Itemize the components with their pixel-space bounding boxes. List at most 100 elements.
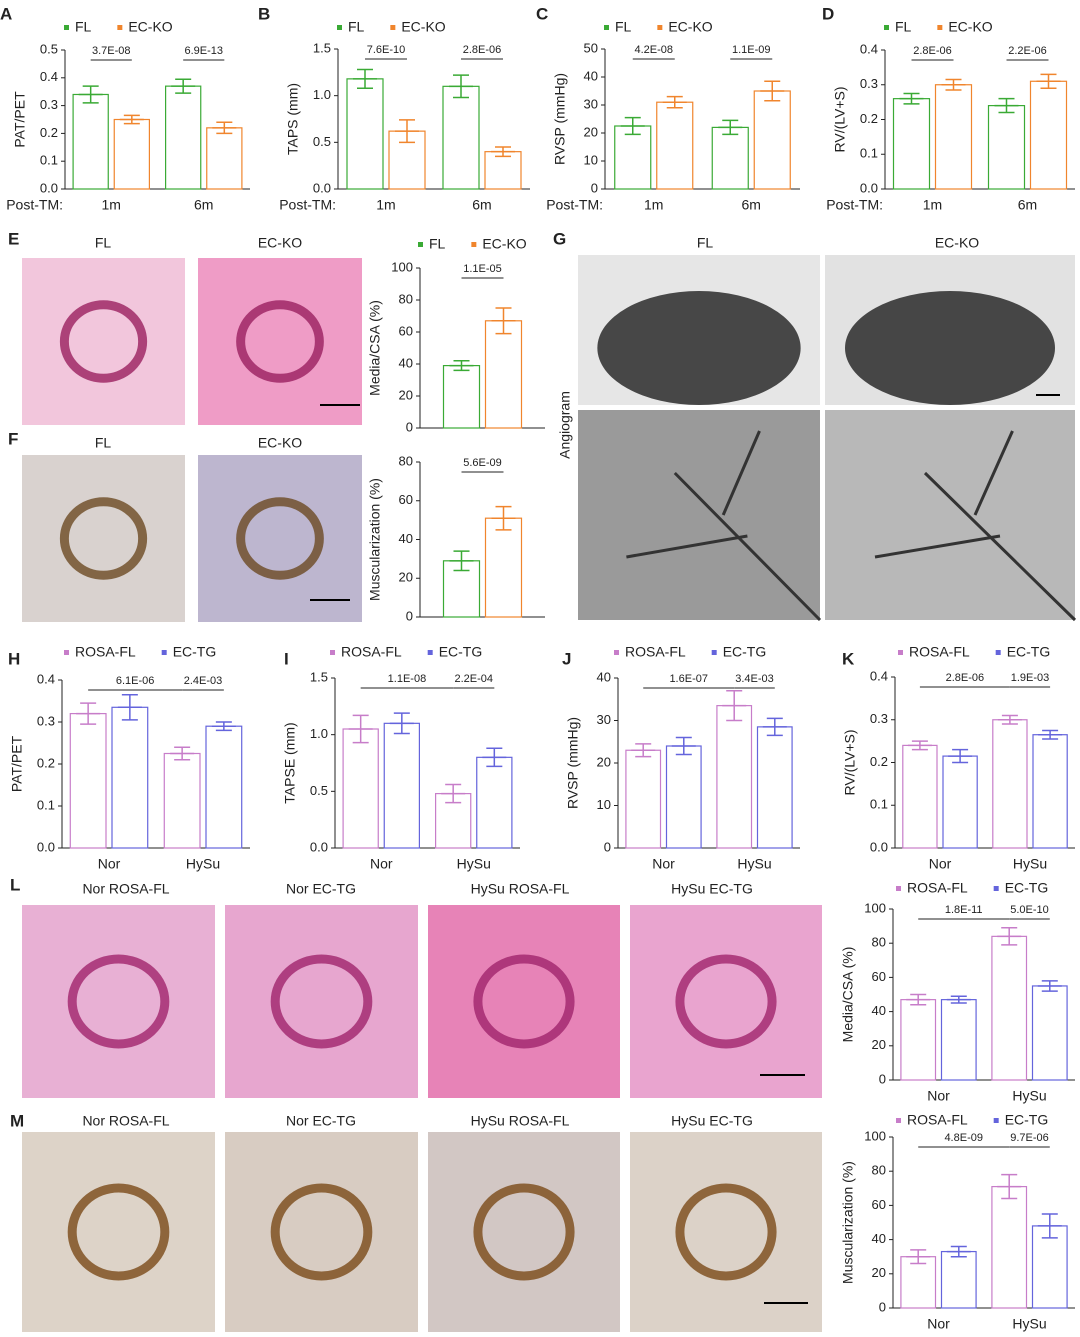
y-tick-label: 50 <box>584 40 598 55</box>
y-tick-label: 30 <box>597 712 611 727</box>
error-bar <box>899 92 924 105</box>
x-tick-label: 6m <box>1018 197 1037 213</box>
bar <box>484 320 523 429</box>
legend-marker <box>337 25 342 30</box>
y-tick-label: 0.2 <box>870 754 888 769</box>
error-bar <box>389 712 414 735</box>
error-bar <box>78 85 103 104</box>
panel-letter: E <box>8 229 19 248</box>
error-bar <box>441 783 466 804</box>
panel-letter: F <box>8 429 18 448</box>
image-title: Nor ROSA-FL <box>82 1113 169 1129</box>
image-title: Nor EC-TG <box>286 1113 356 1129</box>
legend-label: EC-KO <box>668 19 712 35</box>
bar <box>206 127 243 190</box>
x-tick-label: 1m <box>376 197 395 213</box>
y-tick-label: 0.4 <box>860 41 878 56</box>
bar <box>113 118 151 190</box>
legend-marker <box>390 25 396 30</box>
error-bar <box>946 1245 971 1258</box>
y-tick-label: 1.0 <box>313 87 331 102</box>
error-bar <box>348 714 373 744</box>
p-value: 5.6E-09 <box>463 457 502 469</box>
y-tick-label: 0 <box>406 419 413 434</box>
image-tile <box>578 410 820 620</box>
y-tick-label: 60 <box>399 492 413 507</box>
y-tick-label: 0.0 <box>310 839 328 854</box>
y-tick-label: 0.3 <box>37 713 55 728</box>
y-tick-label: 0 <box>591 180 598 195</box>
legend-label: EC-KO <box>482 236 526 252</box>
legend-label: FL <box>615 19 632 35</box>
bar <box>165 85 202 190</box>
image-tile <box>198 258 362 425</box>
y-tick-label: 0.3 <box>860 76 878 91</box>
x-tick-label: Nor <box>927 1316 950 1332</box>
y-tick-label: 1.5 <box>310 669 328 684</box>
bar <box>940 1250 977 1309</box>
legend-label: EC-TG <box>723 644 767 660</box>
error-bar <box>941 78 966 91</box>
bar <box>892 98 931 190</box>
y-axis-label: Muscularization (%) <box>840 1161 856 1284</box>
vessel-tree <box>874 430 1077 622</box>
legend-marker <box>64 650 69 655</box>
y-tick-label: 0 <box>879 1071 886 1086</box>
p-value: 1.1E-08 <box>388 673 427 685</box>
y-tick-label: 0 <box>406 608 413 623</box>
image-title: FL <box>95 435 112 451</box>
image-tile <box>428 905 620 1098</box>
image-title: EC-KO <box>258 435 302 451</box>
image-title: Nor EC-TG <box>286 881 356 897</box>
error-bar <box>76 702 101 725</box>
legend-marker <box>330 650 335 655</box>
bar <box>111 706 149 849</box>
error-bar <box>449 360 474 372</box>
error-bar <box>212 121 237 135</box>
y-axis-label: TAPS (mm) <box>285 83 301 155</box>
p-value: 4.2E-08 <box>634 44 673 56</box>
p-value: 9.7E-06 <box>1010 1132 1049 1144</box>
error-bar <box>631 743 656 758</box>
x-axis-label: Post-TM: <box>6 197 63 213</box>
legend-label: ROSA-FL <box>625 644 686 660</box>
vessel-ring <box>59 300 148 383</box>
error-bar <box>671 736 696 756</box>
bar <box>940 999 977 1081</box>
x-tick-label: Nor <box>652 856 675 872</box>
error-bar <box>491 505 516 531</box>
y-axis-label: RVSP (mmHg) <box>565 717 581 809</box>
error-bar <box>997 1173 1022 1200</box>
bar <box>1032 734 1068 849</box>
error-bar <box>1036 73 1061 89</box>
vessel-ring <box>59 497 148 580</box>
error-bar <box>762 717 787 737</box>
x-tick-label: Nor <box>929 856 952 872</box>
x-tick-label: Nor <box>927 1088 950 1104</box>
image-tile <box>630 905 822 1098</box>
error-bar <box>662 95 687 109</box>
bar <box>900 999 937 1081</box>
p-value: 1.6E-07 <box>669 673 708 685</box>
bar <box>346 78 384 190</box>
y-tick-label: 80 <box>399 291 413 306</box>
y-axis-label: PAT/PET <box>9 735 25 792</box>
p-value: 6.9E-13 <box>184 45 223 57</box>
vessel-ring <box>675 954 777 1049</box>
panel-letter: C <box>536 4 548 23</box>
p-value: 2.8E-06 <box>913 45 952 57</box>
x-tick-label: Nor <box>370 856 393 872</box>
image-tile <box>22 905 215 1098</box>
image-title: HySu EC-TG <box>671 881 753 897</box>
x-tick-label: HySu <box>457 856 491 872</box>
error-bar <box>491 307 516 335</box>
y-tick-label: 0.1 <box>870 797 888 812</box>
bar <box>934 84 973 190</box>
image-tile <box>225 1132 418 1332</box>
bar <box>900 1256 937 1309</box>
y-tick-label: 0.3 <box>870 711 888 726</box>
y-tick-label: 0 <box>604 839 611 854</box>
y-tick-label: 0.2 <box>37 755 55 770</box>
x-axis-label: Post-TM: <box>546 197 603 213</box>
bar <box>991 935 1028 1081</box>
